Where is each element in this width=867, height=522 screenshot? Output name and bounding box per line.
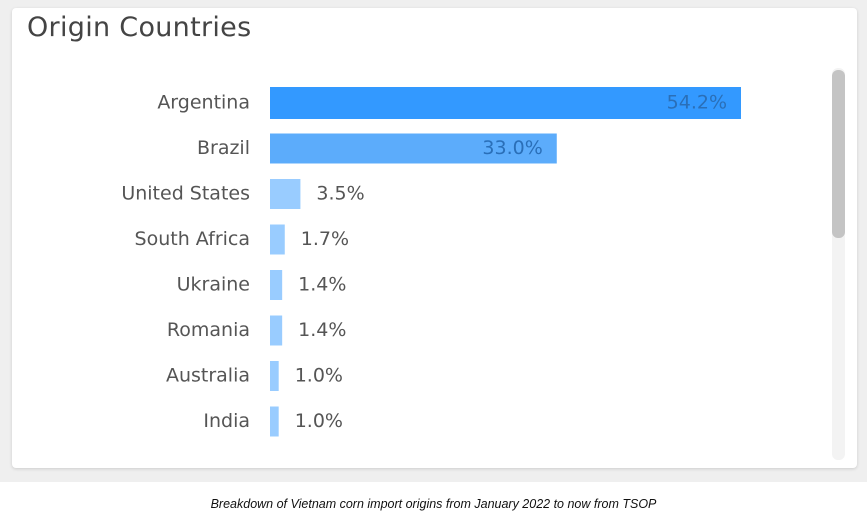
value-label: 33.0% xyxy=(482,137,542,159)
bar xyxy=(270,406,279,437)
value-label: 1.0% xyxy=(295,365,343,387)
category-label: Argentina xyxy=(157,92,250,114)
category-label: United States xyxy=(121,183,250,205)
bar xyxy=(270,179,301,209)
chart: Argentina 54.2% Brazil 33.0% United States 3.… xyxy=(121,68,845,460)
scrollbar-thumb[interactable] xyxy=(832,70,845,238)
panel: Origin Countries Argentina 54.2% Brazil 33.… xyxy=(0,0,867,482)
caption: Breakdown of Vietnam corn import origins… xyxy=(210,497,657,511)
category-label: Brazil xyxy=(197,137,250,159)
bar xyxy=(270,224,285,255)
category-label: South Africa xyxy=(135,228,250,250)
value-label: 3.5% xyxy=(316,183,364,205)
category-label: Ukraine xyxy=(177,274,250,296)
bar xyxy=(270,315,283,346)
value-label: 1.0% xyxy=(295,410,343,432)
chart-title: Origin Countries xyxy=(27,12,252,43)
category-label: India xyxy=(203,410,250,432)
value-label: 1.7% xyxy=(301,228,349,250)
value-label: 54.2% xyxy=(667,92,727,114)
bar xyxy=(270,361,279,391)
value-label: 1.4% xyxy=(298,319,346,341)
bar xyxy=(270,270,283,300)
bar xyxy=(270,133,557,164)
bar xyxy=(270,87,741,119)
card: Origin Countries Argentina 54.2% Brazil 33.… xyxy=(12,8,857,468)
value-label: 1.4% xyxy=(298,274,346,296)
category-label: Romania xyxy=(167,319,250,341)
category-label: Australia xyxy=(166,365,250,387)
